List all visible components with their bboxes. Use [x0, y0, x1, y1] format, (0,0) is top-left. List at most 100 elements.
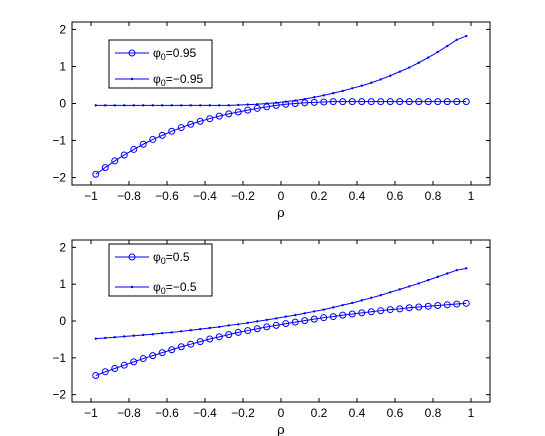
data-point	[379, 78, 382, 81]
legend-label: φ0=0.5	[153, 250, 190, 266]
data-point	[92, 170, 100, 178]
data-point	[199, 327, 202, 331]
data-point	[436, 50, 439, 54]
data-point	[455, 268, 458, 272]
data-point	[284, 100, 287, 103]
data-point	[313, 96, 316, 99]
x-tick-label: 0.4	[349, 406, 366, 420]
data-point	[405, 304, 413, 312]
data-point	[123, 335, 126, 338]
data-point	[377, 307, 385, 315]
data-point	[215, 333, 223, 341]
series-line	[95, 101, 467, 175]
data-point	[436, 275, 439, 279]
data-point	[358, 309, 366, 317]
data-point	[320, 98, 328, 106]
data-point	[332, 91, 335, 95]
data-point	[168, 127, 176, 135]
data-point	[462, 299, 470, 307]
data-point	[348, 98, 356, 106]
data-point	[446, 272, 449, 275]
data-point	[196, 338, 204, 346]
y-tick-label: 1	[59, 277, 66, 291]
x-tick-label: 0	[278, 189, 285, 203]
y-tick-label: −2	[52, 388, 66, 402]
y-tick-label: −2	[52, 171, 66, 185]
legend-marker	[130, 77, 134, 81]
data-point	[225, 110, 233, 118]
data-point	[234, 328, 242, 336]
x-tick-label: 1	[468, 406, 475, 420]
data-point	[272, 321, 280, 329]
data-point	[225, 331, 233, 339]
legend-entry-1: φ0=0.5	[115, 250, 190, 266]
x-tick-label: 0.4	[349, 189, 366, 203]
legend-marker	[128, 49, 136, 57]
data-point	[303, 312, 306, 315]
data-point	[377, 98, 385, 106]
y-tick-label: 0	[59, 97, 66, 111]
data-point	[360, 84, 363, 87]
legend-marker	[130, 285, 134, 289]
data-point	[263, 323, 271, 331]
data-point	[351, 301, 354, 305]
series-2	[94, 267, 468, 340]
data-point	[408, 285, 411, 288]
data-point	[142, 104, 145, 107]
x-tick-label: −0.4	[193, 406, 217, 420]
data-point	[113, 336, 116, 339]
data-point	[398, 70, 401, 73]
data-point	[256, 103, 259, 106]
data-point	[161, 331, 164, 335]
data-point	[434, 98, 442, 106]
data-point	[215, 112, 223, 120]
x-tick-label: −0.6	[155, 189, 179, 203]
data-point	[151, 104, 154, 107]
series-line	[95, 267, 467, 340]
data-point	[329, 98, 337, 106]
data-point	[234, 108, 242, 116]
x-tick-label: −1	[84, 189, 98, 203]
data-point	[101, 368, 109, 376]
data-point	[170, 104, 173, 107]
data-point	[358, 98, 366, 106]
series-1	[92, 98, 470, 178]
y-tick-label: 0	[59, 314, 66, 328]
chart-panel-2: −1 −0.8 −0.6 −0.4 −0.2 0 0.2 0.4 0.6 0.8 1 −2 −1 0 1 2 ρ…	[52, 239, 491, 436]
data-point	[123, 104, 126, 107]
data-point	[256, 320, 259, 323]
x-tick-label: −0.2	[231, 406, 255, 420]
x-tick-label: 1	[468, 189, 475, 203]
data-point	[396, 305, 404, 313]
x-tick-label: 0	[278, 406, 285, 420]
legend: φ0=0.5 φ0=−0.5	[108, 243, 213, 297]
x-tick-label: −0.4	[193, 189, 217, 203]
data-point	[237, 103, 240, 107]
data-point	[370, 81, 373, 84]
data-point	[341, 89, 344, 93]
data-point	[284, 315, 287, 318]
series-2	[94, 34, 468, 107]
data-point	[189, 104, 192, 107]
data-point	[367, 308, 375, 316]
data-point	[415, 98, 423, 106]
y-tick-label: 1	[59, 59, 66, 73]
data-point	[177, 343, 185, 351]
data-point	[130, 358, 138, 366]
data-point	[465, 267, 468, 270]
x-tick-label: 0.8	[425, 406, 442, 420]
data-point	[443, 301, 451, 309]
legend-entry-2: φ0=−0.5	[115, 280, 197, 296]
data-point	[370, 296, 373, 300]
data-point	[177, 124, 185, 132]
data-point	[434, 302, 442, 310]
data-point	[120, 151, 128, 159]
data-point	[446, 44, 449, 48]
data-point	[367, 98, 375, 106]
data-point	[379, 294, 382, 297]
data-point	[329, 313, 337, 321]
data-point	[386, 306, 394, 314]
data-point	[424, 98, 432, 106]
legend-box	[108, 39, 213, 89]
